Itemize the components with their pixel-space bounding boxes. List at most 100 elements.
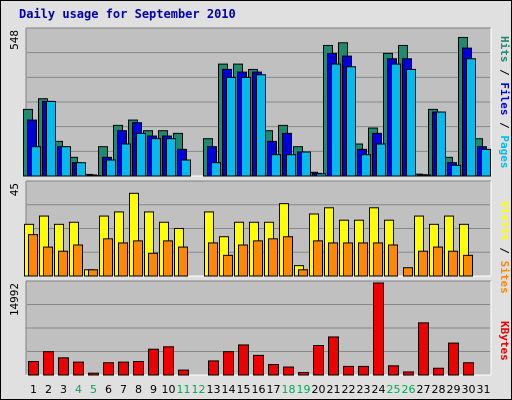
x-tick-day-17: 17: [267, 383, 281, 396]
bar-pages-day-28: [436, 111, 446, 177]
legend-separator: /: [498, 63, 511, 83]
legend-sites: Sites: [498, 261, 511, 294]
x-tick-day-11: 11: [177, 383, 191, 396]
legend-separator: /: [498, 116, 511, 136]
bar-pages-day-26: [406, 68, 416, 177]
x-tick-day-22: 22: [342, 383, 356, 396]
bar-kbytes-day-28: [433, 367, 444, 376]
bar-pages-day-20: [316, 173, 326, 177]
x-tick-day-10: 10: [162, 383, 176, 396]
bar-kbytes-day-22: [343, 365, 354, 376]
bar-kbytes-day-14: [223, 351, 234, 376]
x-tick-day-7: 7: [120, 383, 127, 396]
x-tick-day-21: 21: [327, 383, 341, 396]
bar-pages-day-10: [166, 138, 176, 177]
bar-sites-day-13: [208, 242, 218, 277]
bar-sites-day-8: [133, 240, 143, 277]
bar-pages-day-22: [346, 66, 356, 177]
bar-sites-day-28: [433, 246, 443, 277]
bar-kbytes-day-3: [58, 357, 69, 376]
bar-kbytes-day-15: [238, 344, 249, 376]
panel-kbytes: 14992 KBytes: [8, 280, 511, 376]
legend-visits-sites: Visits / Sites: [498, 201, 511, 294]
x-tick-day-30: 30: [462, 383, 476, 396]
bar-sites-day-14: [223, 254, 233, 277]
x-tick-day-20: 20: [312, 383, 326, 396]
bar-sites-day-5: [88, 269, 98, 277]
bar-sites-day-24: [373, 242, 383, 277]
bar-pages-day-29: [451, 164, 461, 177]
x-tick-day-31: 31: [477, 383, 491, 396]
x-tick-day-4: 4: [75, 383, 82, 396]
bar-kbytes-day-11: [178, 369, 189, 376]
bar-sites-day-4: [73, 244, 83, 277]
bar-kbytes-day-9: [148, 348, 159, 376]
bar-kbytes-day-17: [268, 364, 279, 376]
bar-sites-day-17: [268, 238, 278, 277]
bar-sites-day-19: [298, 269, 308, 277]
x-tick-day-29: 29: [447, 383, 461, 396]
bar-sites-day-30: [463, 254, 473, 277]
y-max-label: 45: [8, 183, 21, 196]
legend-kbytes: KBytes: [498, 321, 511, 361]
bar-sites-day-27: [418, 250, 428, 277]
bar-kbytes-day-23: [358, 365, 369, 376]
x-tick-day-3: 3: [60, 383, 67, 396]
bar-kbytes-day-18: [283, 366, 294, 376]
legend-hits-files-pages: Hits / Files / Pages: [498, 36, 511, 169]
bar-sites-day-26: [403, 267, 413, 277]
panel-hits-files-pages: 548 Hits / Files / Pages: [8, 27, 511, 177]
x-tick-day-6: 6: [105, 383, 112, 396]
bar-sites-day-1: [28, 234, 38, 277]
bar-kbytes-day-19: [298, 372, 309, 376]
bar-sites-day-18: [283, 236, 293, 277]
x-tick-day-24: 24: [372, 383, 386, 396]
bar-kbytes-day-10: [163, 346, 174, 376]
bar-kbytes-day-27: [418, 322, 429, 376]
x-tick-day-8: 8: [135, 383, 142, 396]
bar-pages-day-17: [271, 154, 281, 177]
bar-sites-day-21: [328, 242, 338, 277]
x-tick-day-27: 27: [417, 383, 431, 396]
legend-hits: Hits: [498, 36, 511, 63]
x-tick-day-16: 16: [252, 383, 266, 396]
bar-kbytes-day-8: [133, 360, 144, 376]
x-tick-day-18: 18: [282, 383, 296, 396]
bar-pages-day-24: [376, 143, 386, 177]
x-tick-day-2: 2: [45, 383, 52, 396]
bar-kbytes-day-2: [43, 351, 54, 376]
bar-pages-day-7: [121, 143, 131, 177]
bar-sites-day-16: [253, 240, 263, 277]
panel-visits-sites: 45 Visits / Sites: [8, 180, 511, 294]
x-tick-day-15: 15: [237, 383, 251, 396]
bar-kbytes-day-20: [313, 345, 324, 376]
bar-sites-day-25: [388, 244, 398, 277]
x-tick-day-14: 14: [222, 383, 236, 396]
bar-pages-day-19: [301, 151, 311, 177]
bar-pages-day-5: [91, 174, 101, 177]
bar-kbytes-day-4: [73, 361, 84, 376]
bar-kbytes-day-24: [373, 282, 384, 376]
y-max-label: 14992: [8, 283, 21, 316]
bar-kbytes-day-21: [328, 336, 339, 376]
legend-visits: Visits: [498, 201, 511, 241]
bar-sites-day-3: [58, 250, 68, 277]
bar-kbytes-day-1: [28, 360, 39, 376]
bar-kbytes-day-6: [103, 362, 114, 376]
bar-kbytes-day-7: [118, 361, 129, 376]
bar-pages-day-30: [466, 58, 476, 177]
bar-kbytes-day-16: [253, 354, 264, 376]
x-tick-day-1: 1: [30, 383, 37, 396]
bar-kbytes-day-30: [463, 362, 474, 376]
x-tick-day-23: 23: [357, 383, 371, 396]
bar-sites-day-9: [148, 252, 158, 277]
bar-pages-day-31: [481, 148, 491, 177]
bar-pages-day-25: [391, 63, 401, 177]
x-tick-day-9: 9: [150, 383, 157, 396]
bar-pages-day-23: [361, 154, 371, 177]
bar-sites-day-29: [448, 250, 458, 277]
bar-pages-day-1: [31, 146, 41, 177]
bar-sites-day-6: [103, 238, 113, 277]
bar-pages-day-11: [181, 159, 191, 177]
bar-pages-day-27: [421, 174, 431, 177]
